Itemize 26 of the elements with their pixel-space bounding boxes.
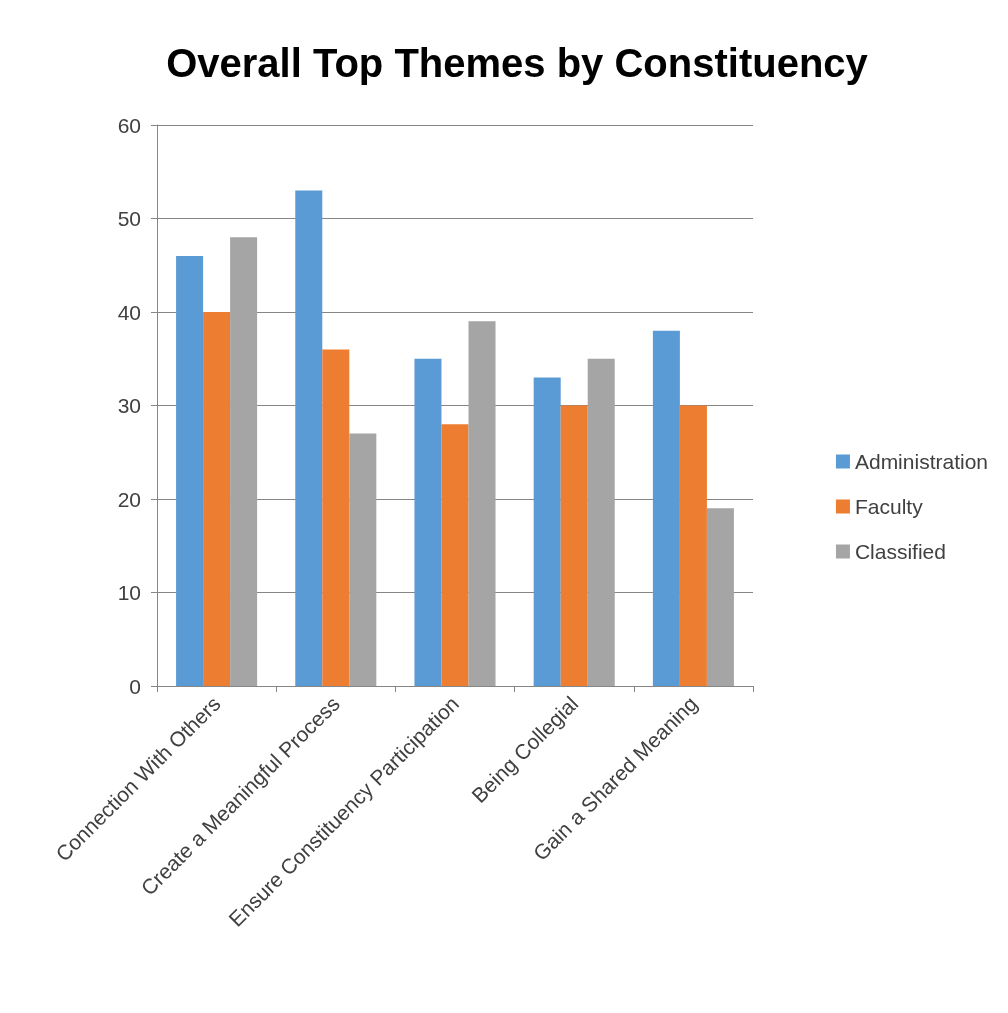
legend-label: Administration bbox=[854, 450, 989, 473]
bar bbox=[414, 358, 442, 686]
bar bbox=[533, 377, 561, 686]
bar bbox=[441, 424, 469, 686]
bar bbox=[652, 330, 680, 686]
bar bbox=[176, 255, 204, 686]
legend-label: Classified bbox=[854, 540, 946, 563]
y-tick-label: 30 bbox=[117, 394, 141, 417]
legend-label: Faculty bbox=[854, 495, 924, 518]
y-tick-label: 40 bbox=[117, 300, 141, 324]
bar bbox=[203, 312, 231, 686]
bar bbox=[560, 405, 588, 686]
bar bbox=[468, 321, 496, 686]
bar bbox=[706, 508, 734, 686]
bar bbox=[587, 358, 615, 686]
y-tick-label: 0 bbox=[129, 674, 141, 698]
bar bbox=[295, 190, 323, 686]
y-tick-label: 10 bbox=[117, 581, 141, 604]
y-tick-label: 20 bbox=[117, 487, 141, 511]
y-tick-label: 50 bbox=[117, 207, 141, 230]
bar bbox=[230, 237, 258, 686]
bar bbox=[322, 349, 350, 686]
y-tick-label: 60 bbox=[117, 113, 141, 137]
bar bbox=[349, 433, 377, 686]
chart-title: Overall Top Themes by Constituency bbox=[166, 41, 869, 85]
bar bbox=[679, 405, 707, 686]
